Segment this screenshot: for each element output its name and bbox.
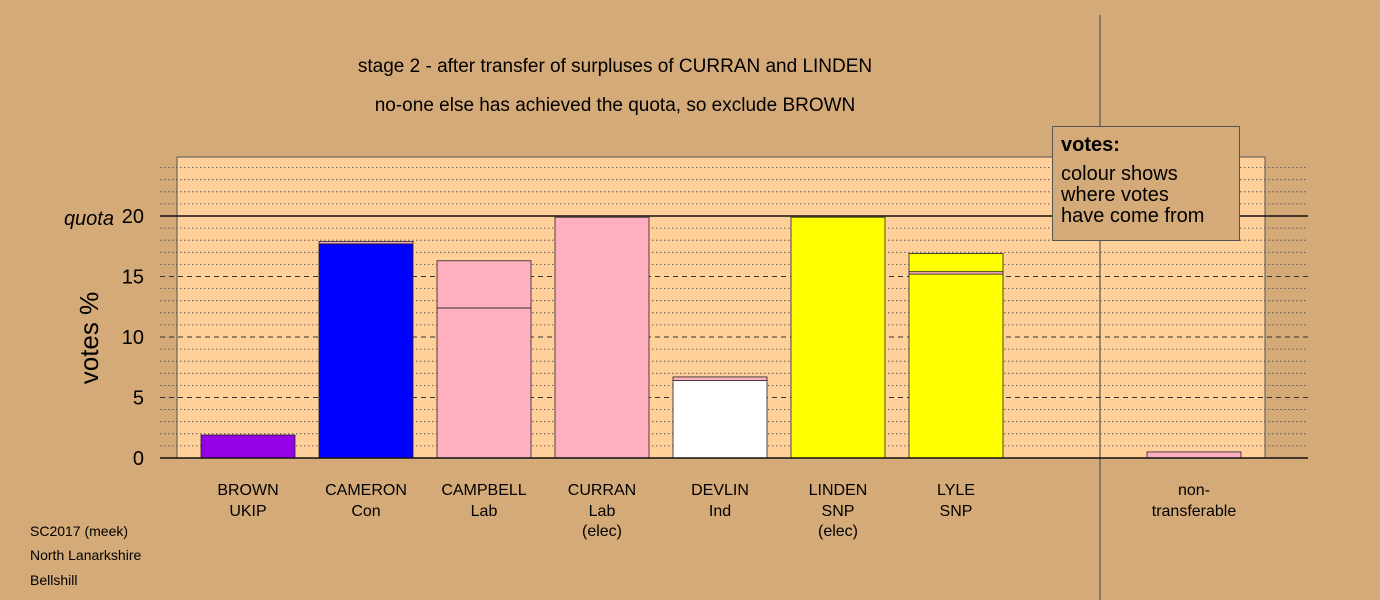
bar-segment xyxy=(554,216,650,459)
footer-ward: Bellshill xyxy=(30,572,78,588)
chart-subtitle: no-one else has achieved the quota, so e… xyxy=(375,95,856,116)
party-label: SNP xyxy=(940,503,973,520)
bar-segment xyxy=(436,307,532,459)
bar-segment xyxy=(908,273,1004,459)
party-label: Ind xyxy=(709,503,731,520)
party-label: Lab xyxy=(589,503,616,520)
y-tick-label: 20 xyxy=(122,206,144,228)
footer-council: North Lanarkshire xyxy=(30,547,142,563)
bar-cameron xyxy=(318,241,414,459)
y-tick-label: 10 xyxy=(122,327,144,349)
y-tick-label: 15 xyxy=(122,267,144,289)
footer-election: SC2017 (meek) xyxy=(30,523,129,539)
legend: votes: colour shows where votes have com… xyxy=(1052,126,1240,241)
bar-segment xyxy=(436,260,532,309)
non-transferable-label: non- xyxy=(1178,482,1210,499)
party-label: UKIP xyxy=(229,503,266,520)
bar-segment xyxy=(908,253,1004,273)
bar-campbell xyxy=(436,260,532,459)
bar-lyle xyxy=(908,253,1004,459)
y-tick-label: 0 xyxy=(133,448,144,470)
axis-layer: BROWN UKIP CAMERON Con CAMPBELL Lab CURRAN Lab (… xyxy=(122,206,1308,540)
candidate-name-label: LINDEN xyxy=(809,482,868,499)
party-label: Con xyxy=(351,503,380,520)
candidate-name-label: LYLE xyxy=(937,482,975,499)
bar-curran xyxy=(554,216,650,459)
y-tick-label: 5 xyxy=(133,388,144,410)
party-label: Lab xyxy=(471,503,498,520)
bar-non-transferable xyxy=(1146,451,1242,459)
bar-segment xyxy=(318,243,414,459)
elected-note-label: (elec) xyxy=(582,523,622,540)
bar-segment xyxy=(672,376,768,381)
quota-label: quota xyxy=(64,208,114,230)
legend-text: colour shows where votes have come from xyxy=(1061,163,1205,227)
candidate-name-label: CURRAN xyxy=(568,482,636,499)
bar-devlin xyxy=(672,376,768,459)
bar-segment xyxy=(1146,451,1242,459)
chart-title: stage 2 - after transfer of surpluses of… xyxy=(358,56,872,77)
non-transferable-label: transferable xyxy=(1152,503,1237,520)
candidate-name-label: DEVLIN xyxy=(691,482,749,499)
candidate-name-label: CAMPBELL xyxy=(441,482,526,499)
bar-segment xyxy=(200,434,296,459)
y-axis-label: votes % xyxy=(74,292,104,385)
bar-segment xyxy=(318,241,414,245)
party-label: SNP xyxy=(822,503,855,520)
bar-linden xyxy=(790,216,886,459)
candidate-name-label: BROWN xyxy=(217,482,278,499)
bar-segment xyxy=(672,380,768,459)
bar-brown xyxy=(200,434,296,459)
bar-layer xyxy=(200,216,1242,459)
legend-title: votes: xyxy=(1061,134,1120,156)
bar-segment xyxy=(790,216,886,459)
elected-note-label: (elec) xyxy=(818,523,858,540)
candidate-name-label: CAMERON xyxy=(325,482,407,499)
